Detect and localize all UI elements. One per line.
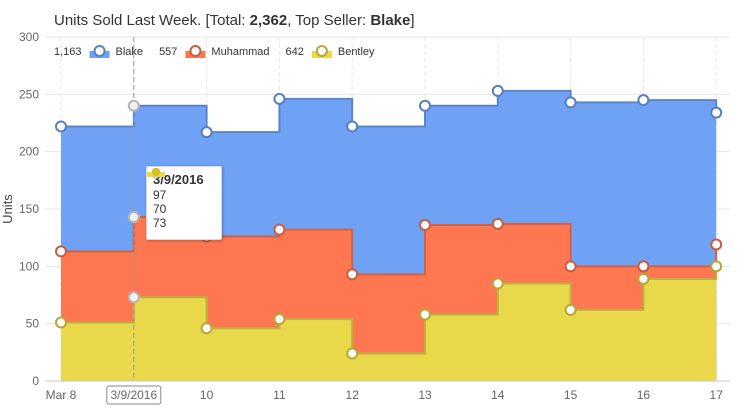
- legend-total-bentley: 642: [286, 46, 304, 58]
- point-blake-mar-8: [55, 120, 67, 133]
- point-bentley-15: [564, 303, 577, 316]
- tooltip-value-bentley: 73: [153, 216, 167, 230]
- point-blake-15: [564, 96, 577, 109]
- point-blake-16: [637, 94, 650, 107]
- point-bentley-16: [637, 272, 650, 285]
- chart-title: Units Sold Last Week. [Total: 2,362, Top…: [54, 12, 415, 29]
- y-tick-label: 150: [19, 202, 39, 216]
- point-blake-3-9-2016: [127, 99, 140, 112]
- x-tick-label-16: 16: [637, 388, 651, 402]
- x-tick-label-17: 17: [710, 388, 724, 402]
- legend-name-blake: Blake: [116, 46, 144, 58]
- x-tick-label-15: 15: [564, 388, 578, 402]
- legend-total-muhammad: 557: [159, 46, 177, 58]
- point-bentley-14: [491, 277, 504, 290]
- point-muhammad-12: [346, 268, 359, 281]
- point-muhammad-14: [491, 217, 504, 230]
- point-muhammad-mar-8: [55, 245, 67, 258]
- point-blake-13: [419, 99, 431, 112]
- x-tick-highlight-box: [106, 385, 162, 405]
- y-tick-label: 300: [19, 30, 39, 44]
- point-muhammad-3-9-2016: [127, 211, 140, 224]
- point-bentley-13: [419, 308, 431, 321]
- x-tick-label-11: 11: [273, 388, 286, 402]
- legend-marker-muhammad-icon: [189, 45, 202, 57]
- line-bentley: [61, 266, 718, 355]
- tooltip-row-bentley: 73: [147, 168, 221, 230]
- point-blake-10: [200, 126, 213, 139]
- point-bentley-11: [273, 313, 286, 326]
- x-tick-label-12: 12: [346, 388, 360, 402]
- tooltip-row-muhammad: 70: [147, 168, 221, 216]
- point-muhammad-17: [710, 238, 723, 251]
- legend-name-muhammad: Muhammad: [211, 46, 269, 58]
- point-bentley-10: [200, 322, 213, 335]
- y-tick-label: 50: [26, 317, 40, 331]
- legend-total-blake: 1,163: [54, 46, 82, 58]
- point-muhammad-13: [419, 219, 431, 232]
- legend-marker-bentley-icon: [315, 45, 328, 57]
- tooltip-value-muhammad: 70: [153, 202, 167, 216]
- point-muhammad-16: [637, 260, 650, 273]
- point-bentley-3-9-2016: [127, 291, 140, 304]
- x-tick-label-10: 10: [200, 388, 214, 402]
- point-bentley-17: [710, 260, 723, 273]
- legend-marker-blake-icon: [93, 45, 106, 57]
- y-tick-label: 0: [32, 374, 39, 388]
- point-bentley-12: [346, 347, 359, 360]
- y-tick-label: 200: [19, 145, 39, 159]
- legend-name-bentley: Bentley: [338, 46, 375, 58]
- y-tick-label: 250: [19, 87, 39, 101]
- tooltip: 3/9/2016 97 70 73: [146, 166, 222, 240]
- point-blake-17: [710, 106, 723, 119]
- x-tick-label-14: 14: [491, 388, 505, 402]
- tooltip-value-blake: 97: [153, 188, 167, 202]
- point-blake-11: [273, 92, 286, 105]
- y-axis-label: Units: [0, 194, 15, 224]
- point-muhammad-11: [273, 223, 286, 236]
- point-muhammad-15: [564, 260, 577, 273]
- area-bentley: [61, 266, 717, 381]
- tooltip-swatch-bentley-icon: [147, 168, 165, 177]
- point-blake-12: [346, 120, 359, 133]
- tooltip-row-blake: 97: [147, 168, 221, 202]
- tooltip-title: 3/9/2016: [153, 172, 204, 187]
- x-tick-label-13: 13: [418, 388, 432, 402]
- y-tick-label: 100: [19, 259, 39, 273]
- point-blake-14: [491, 84, 504, 97]
- point-bentley-mar-8: [55, 316, 67, 329]
- x-tick-label-mar-8: Mar 8: [46, 388, 77, 402]
- x-tick-label-3-9-2016: 3/9/2016: [110, 388, 157, 402]
